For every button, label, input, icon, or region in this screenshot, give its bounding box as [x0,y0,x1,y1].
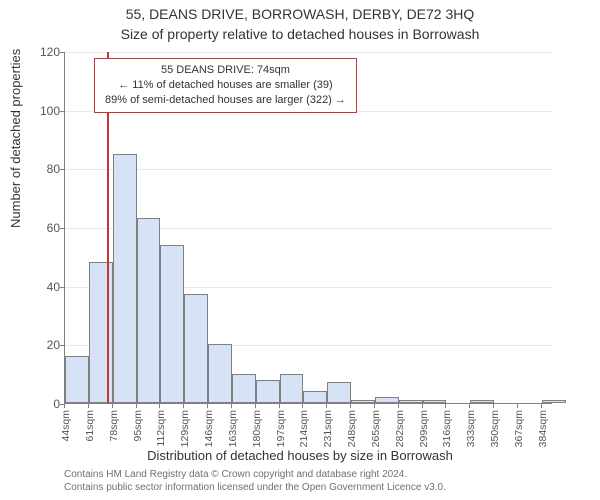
ytick-mark [60,111,64,112]
attribution-line: Contains HM Land Registry data © Crown c… [64,469,446,482]
title-subtitle: Size of property relative to detached ho… [0,26,600,42]
ytick-mark [60,287,64,288]
xtick-mark [302,404,303,408]
xtick-label: 146sqm [203,410,215,447]
histogram-bar [232,374,256,403]
xtick-mark [231,404,232,408]
xtick-mark [88,404,89,408]
ytick-label: 120 [30,45,60,59]
xtick-label: 44sqm [60,410,72,442]
histogram-bar [327,382,351,403]
xtick-label: 95sqm [132,410,144,442]
xtick-mark [255,404,256,408]
xtick-mark [279,404,280,408]
callout-line: 55 DEANS DRIVE: 74sqm [105,63,346,78]
xtick-label: 129sqm [179,410,191,447]
histogram-bar [303,391,327,403]
xtick-mark [183,404,184,408]
xtick-mark [112,404,113,408]
attribution-line: Contains public sector information licen… [64,482,446,495]
xtick-mark [469,404,470,408]
xtick-mark [159,404,160,408]
xtick-label: 316sqm [441,410,453,447]
histogram-bar [65,356,89,403]
xtick-mark [136,404,137,408]
xtick-label: 112sqm [155,410,167,447]
ytick-label: 80 [30,162,60,176]
ytick-mark [60,345,64,346]
histogram-bar [160,245,184,403]
histogram-bar [89,262,113,403]
ytick-label: 100 [30,104,60,118]
xtick-mark [398,404,399,408]
histogram-bar [542,400,566,403]
x-axis-label: Distribution of detached houses by size … [0,448,600,463]
histogram-bar [184,294,208,403]
xtick-label: 214sqm [298,410,310,447]
xtick-label: 231sqm [322,410,334,447]
ytick-mark [60,169,64,170]
callout-line: 89% of semi-detached houses are larger (… [105,93,346,108]
xtick-mark [541,404,542,408]
xtick-mark [493,404,494,408]
xtick-label: 180sqm [251,410,263,447]
xtick-label: 61sqm [84,410,96,442]
histogram-bar [208,344,232,403]
ytick-mark [60,52,64,53]
xtick-mark [517,404,518,408]
xtick-mark [422,404,423,408]
xtick-mark [326,404,327,408]
xtick-label: 197sqm [275,410,287,447]
xtick-label: 350sqm [489,410,501,447]
xtick-mark [374,404,375,408]
ytick-mark [60,228,64,229]
title-address: 55, DEANS DRIVE, BORROWASH, DERBY, DE72 … [0,6,600,22]
xtick-label: 384sqm [537,410,549,447]
xtick-label: 78sqm [108,410,120,442]
xtick-mark [64,404,65,408]
xtick-label: 163sqm [227,410,239,447]
histogram-bar [399,400,423,403]
xtick-label: 299sqm [418,410,430,447]
xtick-mark [350,404,351,408]
histogram-bar [351,400,375,403]
xtick-mark [207,404,208,408]
xtick-label: 265sqm [370,410,382,447]
histogram-bar [470,400,494,403]
attribution-block: Contains HM Land Registry data © Crown c… [64,469,446,494]
callout-line: ← 11% of detached houses are smaller (39… [105,78,346,93]
callout-box: 55 DEANS DRIVE: 74sqm← 11% of detached h… [94,58,357,113]
histogram-bar [280,374,304,403]
histogram-bar [256,380,280,403]
histogram-bar [423,400,447,403]
ytick-label: 20 [30,338,60,352]
xtick-label: 248sqm [346,410,358,447]
gridline-y [65,169,552,170]
histogram-bar [113,154,137,403]
histogram-bar [137,218,161,403]
xtick-label: 367sqm [513,410,525,447]
xtick-label: 333sqm [465,410,477,447]
xtick-label: 282sqm [394,410,406,447]
y-axis-label: Number of detached properties [8,49,23,228]
gridline-y [65,52,552,53]
xtick-mark [445,404,446,408]
ytick-label: 60 [30,221,60,235]
histogram-bar [375,397,399,403]
ytick-label: 0 [30,397,60,411]
ytick-label: 40 [30,280,60,294]
